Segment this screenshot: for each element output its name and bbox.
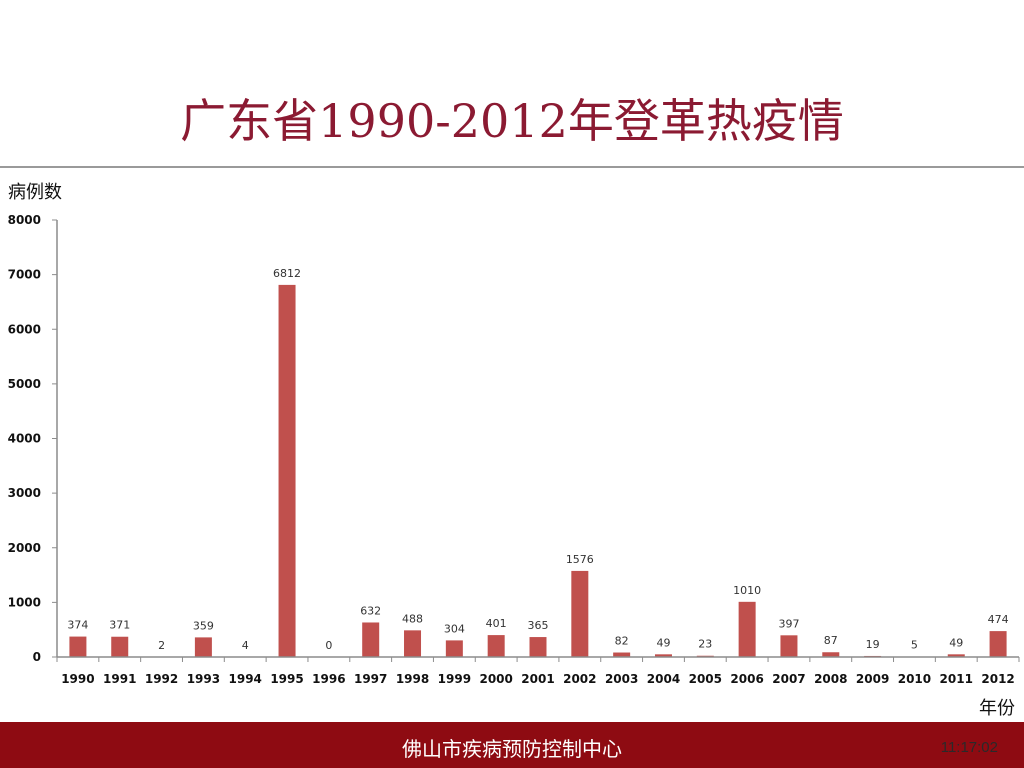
x-tick-label: 1994 xyxy=(229,672,262,686)
bar-1991 xyxy=(111,636,129,657)
bar-2007 xyxy=(780,635,798,657)
bar-2004 xyxy=(654,654,672,657)
y-tick-label: 3000 xyxy=(8,486,41,500)
y-tick-label: 1000 xyxy=(8,595,41,609)
x-axis-ticks: 1990 1991 1992 1993 1994 1995 1996 1997 1998 1999… xyxy=(56,657,1020,686)
bar-2008 xyxy=(822,652,840,657)
x-tick-label: 1995 xyxy=(270,672,303,686)
bar-value-label: 0 xyxy=(325,639,332,652)
bar-1998 xyxy=(404,630,422,657)
bar-value-label: 82 xyxy=(615,635,629,648)
bar-value-label: 49 xyxy=(656,636,670,649)
bar-value-label: 1010 xyxy=(733,584,761,597)
x-tick-label: 1991 xyxy=(103,672,136,686)
x-tick-label: 2001 xyxy=(521,672,554,686)
bar-value-label: 5 xyxy=(911,639,918,652)
bar-value-label: 304 xyxy=(444,622,465,635)
x-tick-label: 1997 xyxy=(354,672,387,686)
bar-1997 xyxy=(362,622,380,657)
y-tick-label: 5000 xyxy=(8,377,41,391)
x-tick-label: 2000 xyxy=(479,672,512,686)
y-tick-label: 6000 xyxy=(8,322,41,336)
y-tick-label: 0 xyxy=(33,650,41,664)
x-tick-label: 2007 xyxy=(772,672,805,686)
x-tick-label: 2010 xyxy=(898,672,931,686)
bar-value-label: 474 xyxy=(988,613,1009,626)
x-tick-label: 2012 xyxy=(981,672,1014,686)
bar-1999 xyxy=(445,640,463,657)
x-tick-label: 1992 xyxy=(145,672,178,686)
y-tick-label: 7000 xyxy=(8,268,41,282)
bar-value-label: 1576 xyxy=(566,553,594,566)
bar-2011 xyxy=(947,654,965,657)
y-tick-label: 4000 xyxy=(8,432,41,446)
bar-2001 xyxy=(529,637,547,657)
bars: 374 371 2 359 4 6812 0 632 488 304 401 365 1576 82 49 2… xyxy=(67,267,1009,657)
bar-1995 xyxy=(278,284,296,657)
footer-bar: 佛山市疾病预防控制中心 11:17:02 xyxy=(0,722,1024,768)
bar-chart: 病例数 年份 0 1000 2000 3000 4000 5000 6000 7000 8000… xyxy=(8,182,1020,719)
y-tick-label: 2000 xyxy=(8,541,41,555)
bar-2006 xyxy=(738,601,756,657)
x-tick-label: 2003 xyxy=(605,672,638,686)
bar-1993 xyxy=(194,637,212,657)
x-tick-label: 2009 xyxy=(856,672,889,686)
x-tick-label: 1993 xyxy=(187,672,220,686)
x-tick-label: 2006 xyxy=(730,672,763,686)
x-tick-label: 1999 xyxy=(438,672,471,686)
x-tick-label: 2002 xyxy=(563,672,596,686)
bar-value-label: 365 xyxy=(528,619,549,632)
bar-value-label: 397 xyxy=(778,617,799,630)
footer-organization: 佛山市疾病预防控制中心 xyxy=(402,737,622,761)
bar-value-label: 6812 xyxy=(273,267,301,280)
bar-value-label: 2 xyxy=(158,639,165,652)
footer-timestamp: 11:17:02 xyxy=(940,739,998,756)
x-tick-label: 1998 xyxy=(396,672,429,686)
bar-value-label: 23 xyxy=(698,638,712,651)
bar-2002 xyxy=(571,570,589,657)
bar-2012 xyxy=(989,631,1007,657)
x-tick-label: 2004 xyxy=(647,672,680,686)
x-tick-label: 2005 xyxy=(689,672,722,686)
bar-2000 xyxy=(487,635,505,657)
bar-value-label: 632 xyxy=(360,604,381,617)
y-axis-ticks: 0 1000 2000 3000 4000 5000 6000 7000 8000 xyxy=(8,213,57,664)
title-divider xyxy=(0,166,1024,168)
bar-value-label: 4 xyxy=(242,639,249,652)
x-axis-label: 年份 xyxy=(979,698,1015,719)
bar-value-label: 374 xyxy=(67,619,88,632)
bar-value-label: 359 xyxy=(193,619,214,632)
bar-value-label: 488 xyxy=(402,612,423,625)
bar-value-label: 49 xyxy=(949,636,963,649)
bar-value-label: 87 xyxy=(824,634,838,647)
bar-value-label: 401 xyxy=(486,617,507,630)
x-tick-label: 2011 xyxy=(940,672,973,686)
bar-value-label: 371 xyxy=(109,619,130,632)
bar-value-label: 19 xyxy=(866,638,880,651)
bar-1990 xyxy=(69,636,87,657)
slide-title: 广东省1990-2012年登革热疫情 xyxy=(180,94,844,148)
bar-2003 xyxy=(613,652,631,657)
x-tick-label: 2008 xyxy=(814,672,847,686)
y-tick-label: 8000 xyxy=(8,213,41,227)
x-tick-label: 1996 xyxy=(312,672,345,686)
y-axis-label: 病例数 xyxy=(8,182,62,203)
x-tick-label: 1990 xyxy=(61,672,94,686)
